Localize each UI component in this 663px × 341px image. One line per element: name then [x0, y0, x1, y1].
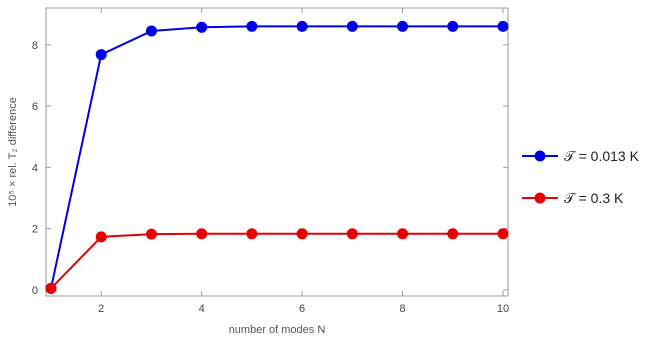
series-line-1 [50, 25, 503, 289]
legend-label: 𝒯 = 0.3 K [564, 190, 624, 206]
data-point [145, 25, 157, 37]
x-tick-label: 6 [299, 303, 305, 315]
legend-marker [534, 150, 546, 162]
y-tick-label: 8 [32, 40, 38, 52]
legend: 𝒯 = 0.013 K 𝒯 = 0.3 K [522, 148, 640, 206]
x-tick-label: 2 [98, 303, 104, 315]
data-point [346, 20, 358, 32]
data-point [296, 20, 308, 32]
series-layer [45, 20, 509, 294]
y-tick-label: 0 [32, 285, 38, 297]
axis-ticks: 2 4 6 8 10 0 2 4 6 8 [32, 8, 509, 315]
x-axis-label: number of modes N [229, 324, 326, 336]
y-tick-label: 6 [32, 101, 38, 113]
series-line-2 [50, 232, 503, 289]
x-tick-label: 8 [399, 303, 405, 315]
data-point [95, 231, 107, 243]
data-point [447, 228, 459, 240]
data-point [196, 21, 208, 33]
x-tick-label: 4 [199, 303, 205, 315]
data-point [45, 282, 57, 294]
y-axis-label: 10⁵ × rel. T₂ difference [7, 97, 19, 207]
legend-marker [534, 192, 546, 204]
y-tick-label: 2 [32, 224, 38, 236]
data-point [246, 20, 258, 32]
data-point [397, 228, 409, 240]
data-point [497, 20, 509, 32]
data-point [397, 20, 409, 32]
data-point [95, 49, 107, 61]
y-tick-label: 4 [32, 162, 38, 174]
data-point [246, 228, 258, 240]
data-point [196, 228, 208, 240]
data-point [497, 228, 509, 240]
plot-frame [45, 7, 509, 297]
legend-label: 𝒯 = 0.013 K [564, 148, 640, 164]
data-point [296, 228, 308, 240]
data-point [346, 228, 358, 240]
data-point [447, 20, 459, 32]
x-tick-label: 10 [497, 303, 509, 315]
data-point [145, 228, 157, 240]
